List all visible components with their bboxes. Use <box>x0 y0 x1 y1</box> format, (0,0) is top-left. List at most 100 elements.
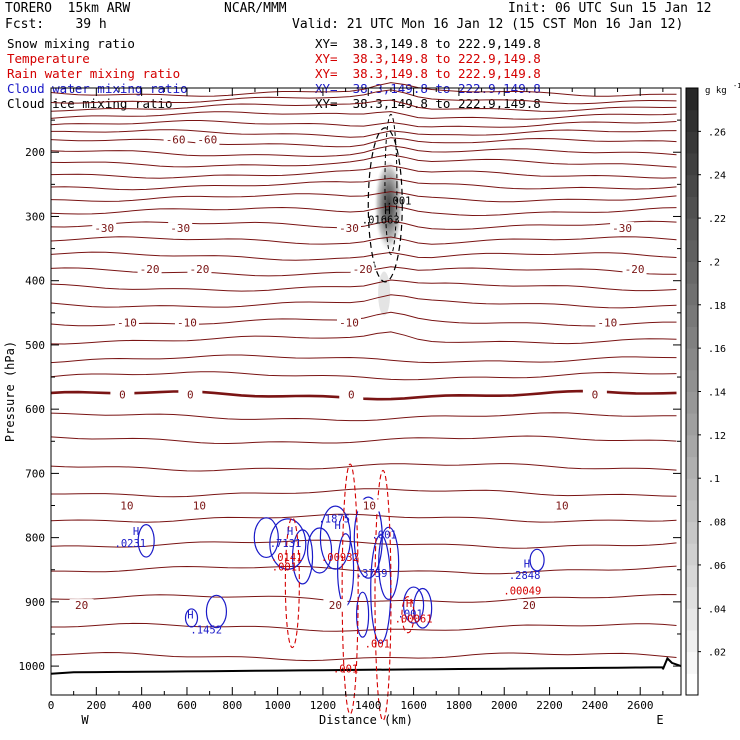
isotherm-label-bg <box>137 263 162 276</box>
cloud-water-contour <box>378 526 400 600</box>
extremum-label: .7131 <box>270 538 302 550</box>
isotherm-label-bg <box>337 316 362 329</box>
rain-contour <box>341 463 359 715</box>
x-tick-label: 2400 <box>582 699 609 712</box>
cloud-water-contour <box>291 529 314 585</box>
y-tick-label: 800 <box>25 532 45 545</box>
isotherm-label-bg <box>114 499 139 512</box>
isotherm-line <box>50 539 677 549</box>
colorbar-tick-label: .22 <box>708 214 726 225</box>
y-tick-label: 300 <box>25 210 45 223</box>
y-tick-label: 500 <box>25 339 45 352</box>
isotherm-label: -20 <box>140 263 160 276</box>
colorbar-unit-exponent: -1 <box>733 82 740 90</box>
x-tick-label: 2600 <box>627 699 654 712</box>
isotherm-line <box>50 145 677 157</box>
isotherm-line <box>50 371 677 381</box>
extremum-label: .1875 <box>318 513 350 525</box>
x-tick-label: 1600 <box>400 699 427 712</box>
plot-frame <box>50 87 682 696</box>
terrain-line <box>50 656 682 675</box>
isotherm-label: -10 <box>177 316 197 329</box>
isotherm-label: -10 <box>597 316 617 329</box>
isotherm-label: 10 <box>555 500 568 513</box>
colorbar-cell <box>686 629 698 653</box>
isotherm-label: -20 <box>625 263 645 276</box>
isotherm-label-bg <box>92 222 117 235</box>
isotherm-line <box>51 129 677 138</box>
cloud-ice-contour <box>367 127 403 283</box>
isotherm-label: 20 <box>523 599 536 612</box>
colorbar-cell <box>686 304 698 327</box>
y-tick-label: 1000 <box>19 660 46 673</box>
colorbar-unit: g kg <box>705 86 727 96</box>
legend-label: Snow mixing ratio <box>7 36 135 51</box>
cloud-water-contour <box>184 608 199 628</box>
y-tick-label: 400 <box>25 275 45 288</box>
colorbar-cell <box>686 521 698 544</box>
extremum-label: .0141 <box>271 552 303 564</box>
colorbar-cell <box>686 586 698 609</box>
isotherm-label-bg <box>110 388 135 401</box>
colorbar-cell <box>686 391 698 414</box>
isotherm-label-bg <box>187 263 212 276</box>
colorbar-cell <box>686 196 698 219</box>
isotherm-label: 0 <box>187 388 194 401</box>
x-tick-label: 2200 <box>536 699 563 712</box>
isotherm-label: 20 <box>75 599 88 612</box>
extremum-label: H <box>187 610 193 622</box>
extremum-label: .0231 <box>115 538 147 550</box>
colorbar-tick-label: .08 <box>708 518 726 529</box>
colorbar-cell <box>686 153 698 176</box>
isotherm-label-bg <box>163 133 188 146</box>
isotherm-line <box>50 177 677 191</box>
cloud-water-contour <box>319 505 352 570</box>
y-tick-label: 700 <box>25 467 45 480</box>
extremum-label: H <box>335 520 341 532</box>
colorbar-cell <box>686 348 698 371</box>
isotherm-label-bg <box>195 133 220 146</box>
isotherm-label-bg <box>323 599 348 612</box>
colorbar-cell <box>686 651 698 674</box>
colorbar-cell <box>686 218 698 241</box>
colorbar-cell <box>686 131 698 154</box>
legend-label: Cloud water mixing ratio <box>7 81 188 96</box>
isotherm-line <box>50 331 677 345</box>
colorbar-cell <box>686 261 698 284</box>
isotherm-label: -10 <box>117 316 137 329</box>
x-axis-title: Distance (km) <box>319 713 413 727</box>
isotherm-label: -30 <box>339 222 359 235</box>
isotherm-line <box>50 412 677 422</box>
extremum-label: .1452 <box>190 624 222 636</box>
extremum-label: .00049 <box>503 585 541 597</box>
isotherm-line <box>51 565 677 575</box>
isotherm-line <box>50 236 677 245</box>
colorbar-cell <box>686 543 698 566</box>
cloud-water-contour <box>253 517 279 559</box>
isotherm-line <box>50 311 677 327</box>
extremum-label: .001 <box>386 195 411 207</box>
isotherm-line <box>50 463 677 472</box>
isotherm-line <box>50 191 677 203</box>
colorbar-cell <box>686 369 698 392</box>
extremum-label: H <box>384 205 390 217</box>
rain-contour <box>284 517 300 649</box>
extremum-label: H <box>406 598 412 610</box>
cloud-water-contour <box>306 527 333 574</box>
x-tick-label: 600 <box>177 699 197 712</box>
colorbar-cell <box>686 88 698 111</box>
init-time: Init: 06 UTC Sun 15 Jan 12 <box>508 1 712 16</box>
colorbar-cell <box>686 434 698 458</box>
isotherm-line <box>50 89 677 105</box>
y-axis-title: Pressure (hPa) <box>3 341 17 442</box>
snow-shading-tail <box>378 271 391 316</box>
isotherm-line <box>50 111 677 120</box>
x-tick-label: 2000 <box>491 699 518 712</box>
y-tick-label: 200 <box>25 146 45 159</box>
x-tick-label: 1800 <box>446 699 473 712</box>
x-tick-label: 1400 <box>355 699 382 712</box>
isotherm-label-bg <box>350 263 375 276</box>
cloud-water-contour <box>205 594 228 629</box>
colorbar-cell <box>686 499 698 523</box>
isotherm-label-bg <box>178 388 203 401</box>
